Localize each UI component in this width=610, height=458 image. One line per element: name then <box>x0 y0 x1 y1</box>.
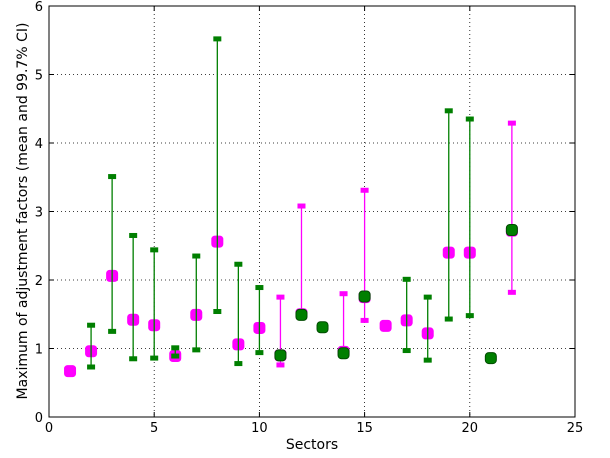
x-tick-label: 25 <box>567 421 584 436</box>
error-cap-green <box>108 328 117 334</box>
x-tick-label: 10 <box>251 421 268 436</box>
error-cap-green <box>402 276 411 282</box>
error-cap-green <box>192 347 201 353</box>
mean-marker-magenta <box>379 319 392 332</box>
mean-marker-green <box>484 352 497 365</box>
mean-marker-green <box>316 321 329 334</box>
x-tick-label: 0 <box>45 421 53 436</box>
error-cap-magenta <box>297 203 306 209</box>
error-cap-green <box>171 353 180 359</box>
y-tick-label: 2 <box>35 274 43 289</box>
y-tick-label: 4 <box>35 137 43 152</box>
y-tick-label: 3 <box>35 206 43 221</box>
error-cap-green <box>150 247 159 253</box>
x-tick-label: 15 <box>356 421 373 436</box>
error-cap-green <box>150 355 159 361</box>
error-cap-green <box>234 361 243 367</box>
x-axis-label: Sectors <box>286 437 338 453</box>
error-cap-magenta <box>276 362 285 368</box>
error-cap-green <box>87 364 96 370</box>
error-cap-green <box>444 108 453 114</box>
series-green <box>87 36 518 370</box>
y-tick-label: 0 <box>35 411 43 426</box>
error-cap-green <box>465 313 474 319</box>
error-cap-green <box>87 322 96 328</box>
error-cap-green <box>402 348 411 354</box>
error-cap-green <box>423 294 432 300</box>
error-cap-green <box>213 309 222 315</box>
error-cap-green <box>171 345 180 351</box>
error-cap-magenta <box>507 120 516 126</box>
error-cap-green <box>255 350 264 356</box>
y-tick-label: 5 <box>35 69 43 84</box>
mean-marker-green <box>295 308 308 321</box>
mean-marker-green <box>358 290 371 303</box>
mean-marker-green <box>337 347 350 360</box>
y-tick-label: 6 <box>35 0 43 15</box>
error-cap-green <box>444 316 453 322</box>
y-axis-label: Maximum of adjustment factors (mean and … <box>15 23 31 400</box>
error-cap-magenta <box>276 294 285 300</box>
error-cap-magenta <box>339 291 348 297</box>
tick-layer: 0 5 10 15 20 25 0 1 2 3 4 5 6 <box>35 0 584 436</box>
error-cap-magenta <box>360 187 369 193</box>
mean-marker-magenta <box>64 365 77 378</box>
error-cap-green <box>192 253 201 259</box>
error-cap-green <box>465 116 474 122</box>
series-layer <box>64 36 518 378</box>
y-tick-label: 1 <box>35 343 43 358</box>
error-cap-green <box>108 174 117 180</box>
error-cap-green <box>129 356 138 362</box>
error-cap-magenta <box>507 289 516 295</box>
error-cap-green <box>423 357 432 363</box>
error-cap-magenta <box>360 317 369 323</box>
grid-layer <box>49 6 575 417</box>
x-tick-label: 5 <box>150 421 158 436</box>
error-cap-green <box>129 232 138 238</box>
error-cap-green <box>234 261 243 267</box>
x-tick-label: 20 <box>462 421 479 436</box>
error-cap-green <box>213 36 222 42</box>
mean-marker-green <box>274 349 287 362</box>
error-cap-green <box>255 285 264 291</box>
mean-marker-green <box>505 223 518 236</box>
